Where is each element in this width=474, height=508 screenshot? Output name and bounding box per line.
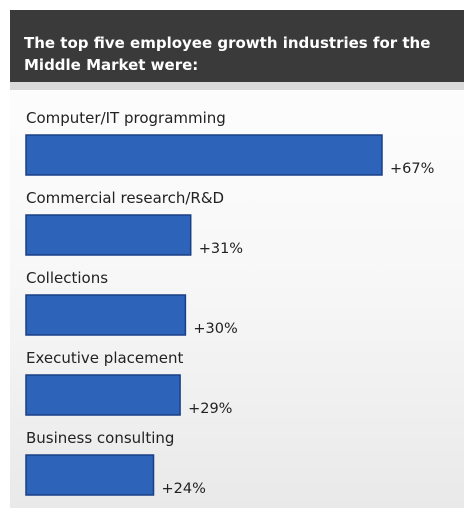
category-label: Computer/IT programming	[26, 109, 226, 127]
value-label: +24%	[162, 481, 206, 497]
value-label: +29%	[188, 401, 232, 417]
bar	[25, 374, 181, 416]
category-label: Executive placement	[26, 349, 184, 367]
chart-header: The top five employee growth industries …	[10, 10, 464, 90]
value-label: +67%	[390, 161, 434, 177]
value-label: +31%	[199, 241, 243, 257]
category-label: Business consulting	[26, 429, 174, 447]
bar	[25, 454, 155, 496]
bar	[25, 134, 383, 176]
chart-title: The top five employee growth industries …	[24, 34, 431, 74]
bar	[25, 294, 187, 336]
category-label: Collections	[26, 269, 108, 287]
category-label: Commercial research/R&D	[26, 189, 224, 207]
bar	[25, 214, 192, 256]
value-label: +30%	[193, 321, 237, 337]
chart-card: The top five employee growth industries …	[10, 10, 464, 508]
bar-chart: Computer/IT programming +67% Commercial re…	[25, 109, 434, 497]
